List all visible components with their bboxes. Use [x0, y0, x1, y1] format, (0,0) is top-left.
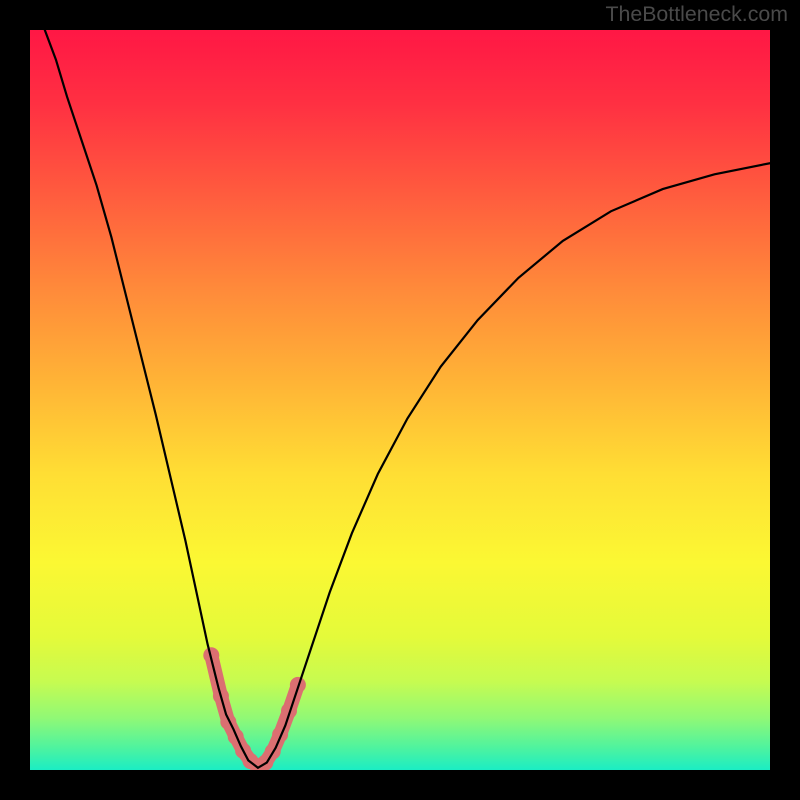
- curve-overlay: [30, 30, 770, 770]
- watermark: TheBottleneck.com: [605, 2, 788, 27]
- bottleneck-curve: [45, 30, 770, 768]
- chart-frame: TheBottleneck.com: [0, 0, 800, 800]
- plot-area: [30, 30, 770, 770]
- optimal-dot: [220, 714, 236, 730]
